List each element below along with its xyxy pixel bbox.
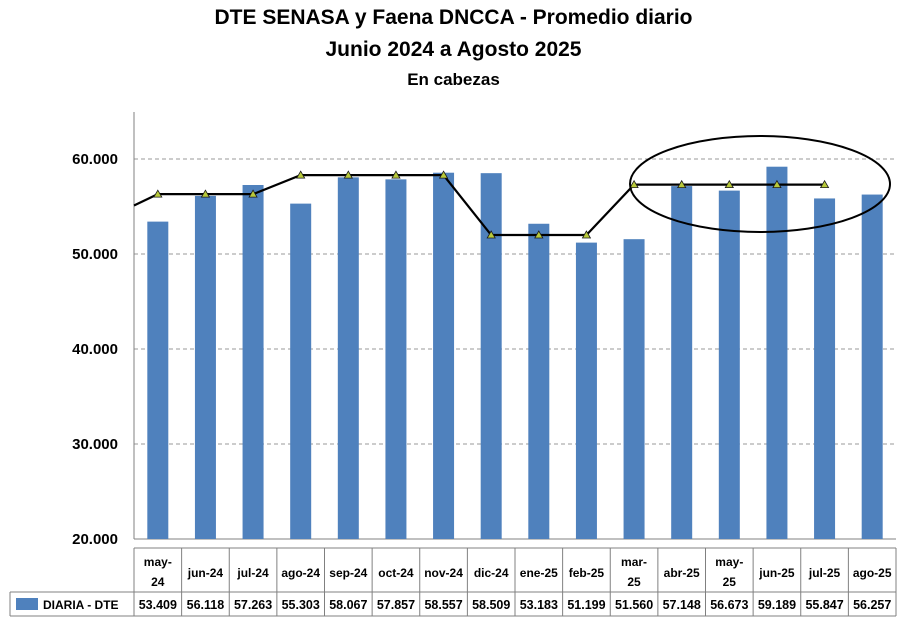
- y-tick-label: 40.000: [72, 341, 118, 358]
- data-label: 51.560: [615, 598, 653, 612]
- data-label: 58.509: [472, 598, 510, 612]
- x-tick-label: ago-25: [853, 566, 892, 580]
- bar: [242, 185, 264, 539]
- data-label: 57.148: [663, 598, 701, 612]
- data-label: 56.673: [710, 598, 748, 612]
- trend-marker: [676, 179, 687, 189]
- data-label: 53.409: [139, 598, 177, 612]
- trend-marker: [629, 179, 639, 189]
- bar: [814, 198, 836, 540]
- x-tick-label: jul-25: [808, 566, 841, 580]
- x-tick-label: feb-25: [569, 566, 605, 580]
- trend-marker: [248, 189, 258, 198]
- y-tick-label: 60.000: [72, 151, 118, 168]
- x-tick-label: dic-24: [474, 566, 509, 580]
- bar: [671, 186, 693, 539]
- data-label: 58.557: [424, 598, 462, 612]
- data-label: 58.067: [329, 598, 367, 612]
- trend-marker: [486, 230, 496, 239]
- bar: [718, 190, 740, 539]
- bar: [766, 166, 788, 539]
- x-tick-label: nov-24: [424, 566, 463, 580]
- trend-marker: [200, 189, 211, 198]
- trend-marker: [153, 189, 163, 198]
- x-tick-label: jul-24: [236, 566, 269, 580]
- chart-unit-label: En cabezas: [407, 70, 500, 89]
- trend-line: [133, 174, 825, 237]
- y-tick-label: 50.000: [72, 246, 118, 263]
- data-label: 57.857: [377, 598, 415, 612]
- highlight-ellipse: [629, 135, 891, 233]
- x-tick-label: jun-24: [187, 566, 224, 580]
- trend-marker: [534, 230, 544, 239]
- x-tick-label: ago-24: [281, 566, 320, 580]
- bar: [194, 195, 216, 539]
- bar: [623, 239, 645, 539]
- x-tick-label: 25: [723, 575, 737, 589]
- x-tick-label: ene-25: [520, 566, 558, 580]
- data-label: 56.118: [187, 598, 225, 612]
- bar: [575, 242, 597, 539]
- chart-title: DTE SENASA y Faena DNCCA - Promedio diar…: [214, 6, 693, 29]
- data-label: 53.183: [520, 598, 558, 612]
- bar: [290, 203, 312, 539]
- trend-marker: [724, 179, 735, 189]
- y-tick-label: 20.000: [72, 531, 118, 548]
- trend-marker: [438, 170, 449, 179]
- y-tick-label: 30.000: [72, 436, 118, 453]
- bar: [861, 194, 883, 539]
- trend-marker: [295, 170, 306, 179]
- trend-marker: [772, 179, 782, 189]
- x-tick-label: 24: [151, 575, 165, 589]
- x-tick-label: sep-24: [329, 566, 367, 580]
- data-label: 51.199: [567, 598, 605, 612]
- x-tick-label: abr-25: [664, 566, 700, 580]
- legend-label: DIARIA - DTE: [43, 598, 119, 612]
- x-tick-label: oct-24: [378, 566, 414, 580]
- legend-swatch: [16, 598, 38, 610]
- data-label: 59.189: [758, 598, 796, 612]
- bar: [385, 179, 407, 539]
- chart-subtitle: Junio 2024 a Agosto 2025: [325, 38, 582, 61]
- x-tick-label: may-: [715, 555, 743, 569]
- trend-marker: [819, 179, 830, 189]
- trend-marker: [343, 170, 354, 179]
- x-tick-label: mar-: [621, 555, 647, 569]
- bar: [433, 172, 455, 539]
- trend-marker: [391, 170, 401, 179]
- bar: [337, 177, 359, 539]
- bar: [528, 223, 550, 539]
- bar: [480, 173, 502, 540]
- x-tick-label: jun-25: [758, 566, 795, 580]
- x-tick-label: 25: [627, 575, 641, 589]
- data-label: 55.303: [282, 598, 320, 612]
- data-label: 55.847: [805, 598, 843, 612]
- bar: [147, 221, 169, 539]
- x-tick-label: may-: [144, 555, 172, 569]
- trend-marker: [581, 230, 592, 239]
- data-label: 57.263: [234, 598, 272, 612]
- data-label: 56.257: [853, 598, 891, 612]
